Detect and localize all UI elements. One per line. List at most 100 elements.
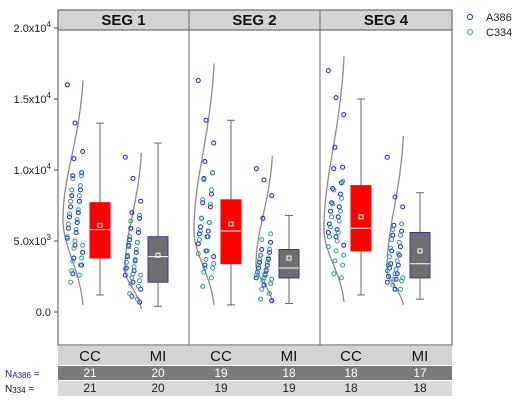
data-point-c334 <box>132 257 138 262</box>
y-tick-exponent: 4 <box>47 91 52 100</box>
count-c334: 18 <box>413 381 427 395</box>
row-b-label-subscript: 334 <box>12 386 26 395</box>
data-point-c334 <box>211 261 217 267</box>
data-point-a386 <box>334 227 340 233</box>
data-point-c334 <box>79 255 85 261</box>
data-point-c334 <box>75 207 81 213</box>
data-point-c334 <box>127 234 133 240</box>
box-mi <box>278 249 300 279</box>
data-point-c334 <box>199 215 205 221</box>
data-point-a386 <box>257 259 263 265</box>
data-point-a386 <box>80 149 86 154</box>
data-point-a386 <box>394 271 400 277</box>
density-curve <box>323 56 345 303</box>
data-point-c334 <box>398 232 403 238</box>
panel-title: SEG 1 <box>101 12 145 29</box>
count-a386: 21 <box>83 366 97 380</box>
panel-title: SEG 4 <box>364 12 409 29</box>
data-point-c334 <box>210 170 216 176</box>
data-point-a386 <box>384 154 390 160</box>
data-point-c334 <box>72 238 78 244</box>
data-point-a386 <box>136 230 141 235</box>
y-tick-exponent: 4 <box>47 162 52 171</box>
data-point-a386 <box>75 210 81 216</box>
data-point-c334 <box>390 227 396 233</box>
row-b-label: N334 = <box>5 384 34 395</box>
data-point-c334 <box>74 217 80 223</box>
data-point-c334 <box>331 271 337 277</box>
y-tick-label: 1.0x104 <box>14 162 52 177</box>
data-point-a386 <box>195 78 201 83</box>
count-a386: 20 <box>151 366 165 380</box>
box-cc <box>220 199 242 265</box>
data-point-a386 <box>264 262 270 268</box>
data-point-c334 <box>138 272 144 278</box>
data-point-a386 <box>253 166 259 172</box>
data-point-c334 <box>203 257 209 262</box>
data-point-c334 <box>70 258 76 264</box>
data-point-a386 <box>122 272 128 278</box>
data-point-a386 <box>253 275 259 281</box>
data-point-c334 <box>387 254 392 260</box>
data-point-a386 <box>137 215 143 221</box>
data-point-c334 <box>127 291 133 296</box>
legend-label: C334 <box>486 27 512 39</box>
data-point-a386 <box>69 193 75 199</box>
data-point-c334 <box>259 286 265 292</box>
data-point-c334 <box>395 251 401 257</box>
data-point-a386 <box>333 234 339 240</box>
data-point-a386 <box>260 215 266 221</box>
data-point-a386 <box>259 247 265 252</box>
data-point-a386 <box>398 244 403 250</box>
data-point-c334 <box>393 266 399 272</box>
data-point-a386 <box>336 204 342 210</box>
data-point-c334 <box>337 208 343 214</box>
data-point-a386 <box>325 230 331 235</box>
data-point-c334 <box>137 278 143 284</box>
data-point-c334 <box>71 245 77 251</box>
data-point-c334 <box>195 251 201 257</box>
data-point-c334 <box>68 198 74 204</box>
box-cc <box>89 202 111 259</box>
data-point-a386 <box>391 222 397 228</box>
mean-marker <box>358 214 364 220</box>
plot-frame <box>57 9 453 346</box>
count-a386: 17 <box>413 366 427 380</box>
data-point-c334 <box>129 275 135 281</box>
data-point-c334 <box>394 258 400 264</box>
legend-marker <box>467 29 473 35</box>
data-point-a386 <box>384 279 390 285</box>
data-point-a386 <box>326 221 332 227</box>
data-point-a386 <box>68 204 74 210</box>
row-a-label-subscript: A386 <box>12 371 31 380</box>
footer-group-label: MI <box>412 348 429 365</box>
data-point-c334 <box>257 257 263 262</box>
data-point-a386 <box>211 254 217 260</box>
data-point-a386 <box>70 173 76 179</box>
data-point-a386 <box>261 177 267 183</box>
data-point-a386 <box>64 82 70 88</box>
data-point-c334 <box>254 269 260 275</box>
data-point-c334 <box>209 187 214 193</box>
data-point-c334 <box>206 220 212 225</box>
data-point-c334 <box>267 247 272 252</box>
data-point-a386 <box>71 156 77 162</box>
legend-marker <box>467 14 473 20</box>
box-cc <box>350 185 372 252</box>
footer-group-row <box>58 346 452 365</box>
legend-label: A386 <box>486 12 512 24</box>
footer-group-label: MI <box>281 348 298 365</box>
footer-group-label: MI <box>150 348 167 365</box>
data-point-c334 <box>68 279 74 285</box>
count-c334: 19 <box>282 381 296 395</box>
data-point-a386 <box>74 220 80 225</box>
footer-row-a <box>58 366 452 380</box>
data-point-c334 <box>258 296 264 302</box>
data-point-c334 <box>331 187 337 193</box>
data-point-a386 <box>269 193 275 199</box>
count-c334: 21 <box>83 381 97 395</box>
y-tick-label: 1.5x104 <box>14 91 52 106</box>
mean-marker <box>155 252 161 258</box>
data-point-a386 <box>400 204 406 210</box>
